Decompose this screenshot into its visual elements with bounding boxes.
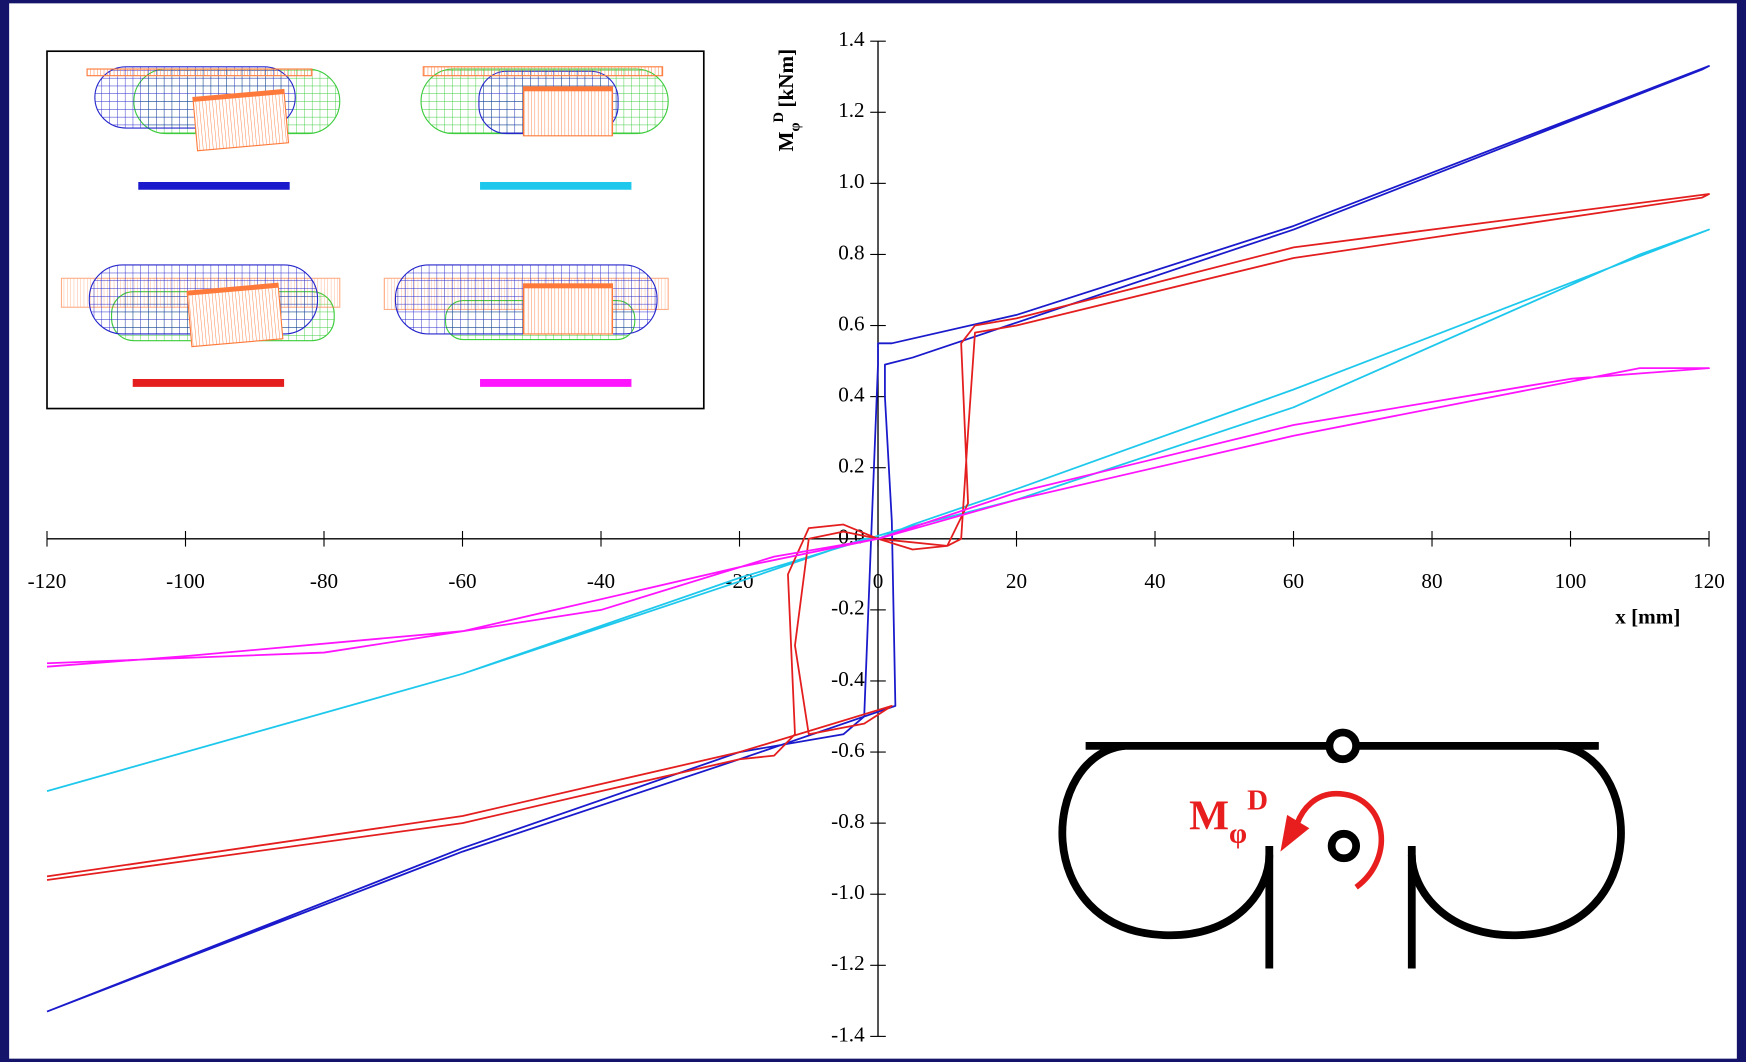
y-label-unit: [kNm] bbox=[774, 49, 798, 108]
x-tick-label: 20 bbox=[1006, 569, 1027, 593]
x-tick-label: 40 bbox=[1144, 569, 1165, 593]
y-tick-label: 1.4 bbox=[838, 27, 865, 51]
y-tick-label: 1.2 bbox=[838, 98, 864, 122]
y-tick-label: -1.0 bbox=[831, 880, 864, 904]
y-tick-label: 0.8 bbox=[838, 240, 864, 264]
y-tick-label: 0.6 bbox=[838, 311, 864, 335]
inset bbox=[47, 51, 704, 408]
chart: -120-100-80-60-40-200204060801001201.41.… bbox=[0, 0, 1746, 1062]
x-tick-label: -120 bbox=[28, 569, 67, 593]
y-tick-label: -0.6 bbox=[831, 738, 864, 762]
x-tick-label: 0 bbox=[873, 569, 884, 593]
y-tick-label: -0.2 bbox=[831, 596, 864, 620]
x-tick-label: 80 bbox=[1421, 569, 1442, 593]
mesh-2 bbox=[421, 67, 668, 136]
y-label-sub: φ bbox=[788, 123, 804, 132]
x-tick-label: 100 bbox=[1555, 569, 1587, 593]
x-tick-label: -40 bbox=[587, 569, 615, 593]
diagram-label-sub: φ bbox=[1229, 818, 1247, 850]
page: {"chart_data": { "type": "line", "xlabel… bbox=[0, 0, 1746, 1062]
y-label-sup: D bbox=[771, 112, 787, 122]
mesh-4 bbox=[384, 265, 668, 340]
x-axis-label: x [mm] bbox=[1615, 604, 1680, 628]
x-tick-label: 120 bbox=[1693, 569, 1725, 593]
y-tick-label: -0.4 bbox=[831, 667, 865, 691]
x-tick-label: -60 bbox=[448, 569, 476, 593]
diagram-label-sup: D bbox=[1247, 784, 1268, 816]
y-tick-label: -1.2 bbox=[831, 951, 864, 975]
y-tick-label: 1.0 bbox=[838, 169, 864, 193]
diagram-label-main: M bbox=[1189, 792, 1229, 839]
x-tick-label: -80 bbox=[310, 569, 338, 593]
y-tick-label: 0.4 bbox=[838, 382, 865, 406]
y-tick-label: -1.4 bbox=[831, 1022, 865, 1046]
x-tick-label: 60 bbox=[1283, 569, 1304, 593]
y-tick-label: -0.8 bbox=[831, 809, 864, 833]
y-label-main: M bbox=[774, 132, 798, 152]
x-tick-label: -100 bbox=[166, 569, 205, 593]
y-tick-label: 0.2 bbox=[838, 454, 864, 478]
